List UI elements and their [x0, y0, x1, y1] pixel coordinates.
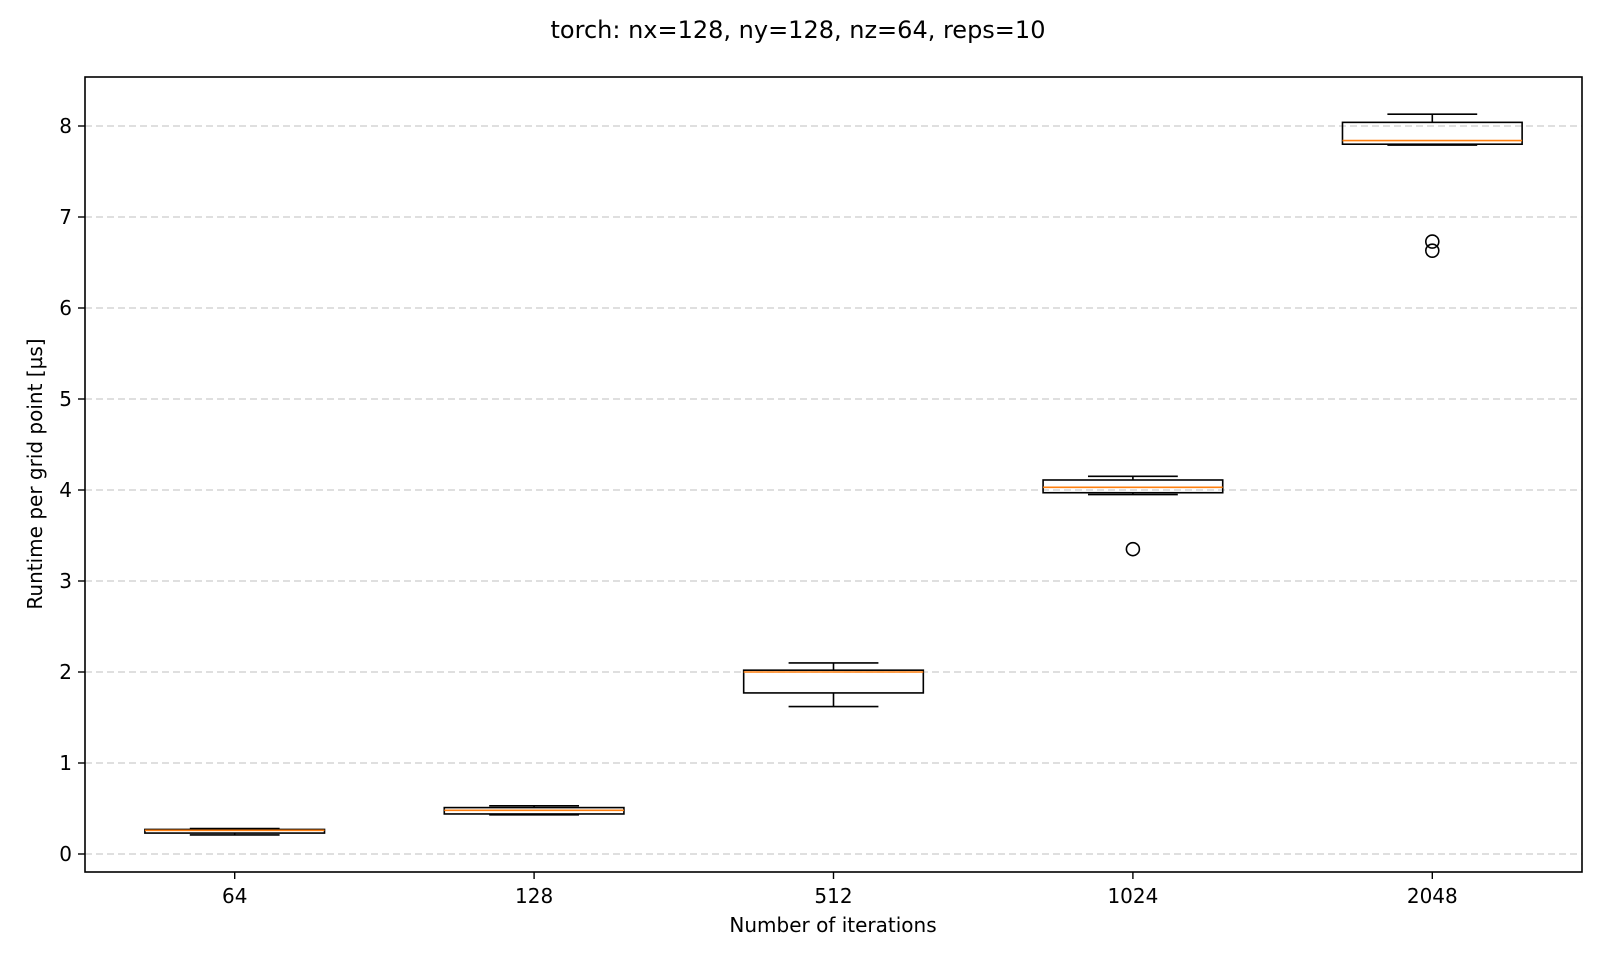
outlier-point — [1125, 541, 1141, 557]
box-iqr — [742, 669, 925, 694]
box-iqr — [1341, 121, 1523, 146]
y-tick-label: 3 — [59, 569, 72, 593]
boxes — [144, 113, 1523, 836]
y-tick-label: 2 — [59, 660, 72, 684]
box-128 — [443, 804, 625, 816]
box-iqr — [144, 828, 326, 834]
outlier-point — [1425, 243, 1440, 258]
box-iqr — [1042, 479, 1224, 494]
box-1024 — [1042, 475, 1224, 557]
x-tick-label: 2048 — [1407, 884, 1458, 908]
y-tick-label: 0 — [59, 842, 72, 866]
chart-title: torch: nx=128, ny=128, nz=64, reps=10 — [551, 16, 1046, 44]
x-tick-label: 64 — [222, 884, 247, 908]
x-tick-label: 128 — [515, 884, 553, 908]
y-ticks: 0 1 2 3 4 5 6 7 8 — [59, 114, 85, 866]
x-tick-label: 1024 — [1107, 884, 1158, 908]
x-tick-label: 512 — [814, 884, 852, 908]
box-64 — [144, 827, 326, 836]
outlier-point — [1425, 234, 1440, 249]
box-2048 — [1341, 113, 1523, 258]
x-ticks: 64 128 512 1024 2048 — [222, 872, 1458, 908]
y-tick-label: 1 — [59, 751, 72, 775]
y-tick-label: 8 — [59, 114, 72, 138]
x-axis-label: Number of iterations — [729, 913, 936, 937]
y-tick-label: 7 — [59, 205, 72, 229]
y-tick-label: 5 — [59, 387, 72, 411]
y-tick-label: 6 — [59, 296, 72, 320]
box-512 — [742, 662, 925, 708]
y-axis-label: Runtime per grid point [µs] — [23, 338, 47, 609]
y-tick-label: 4 — [59, 478, 72, 502]
